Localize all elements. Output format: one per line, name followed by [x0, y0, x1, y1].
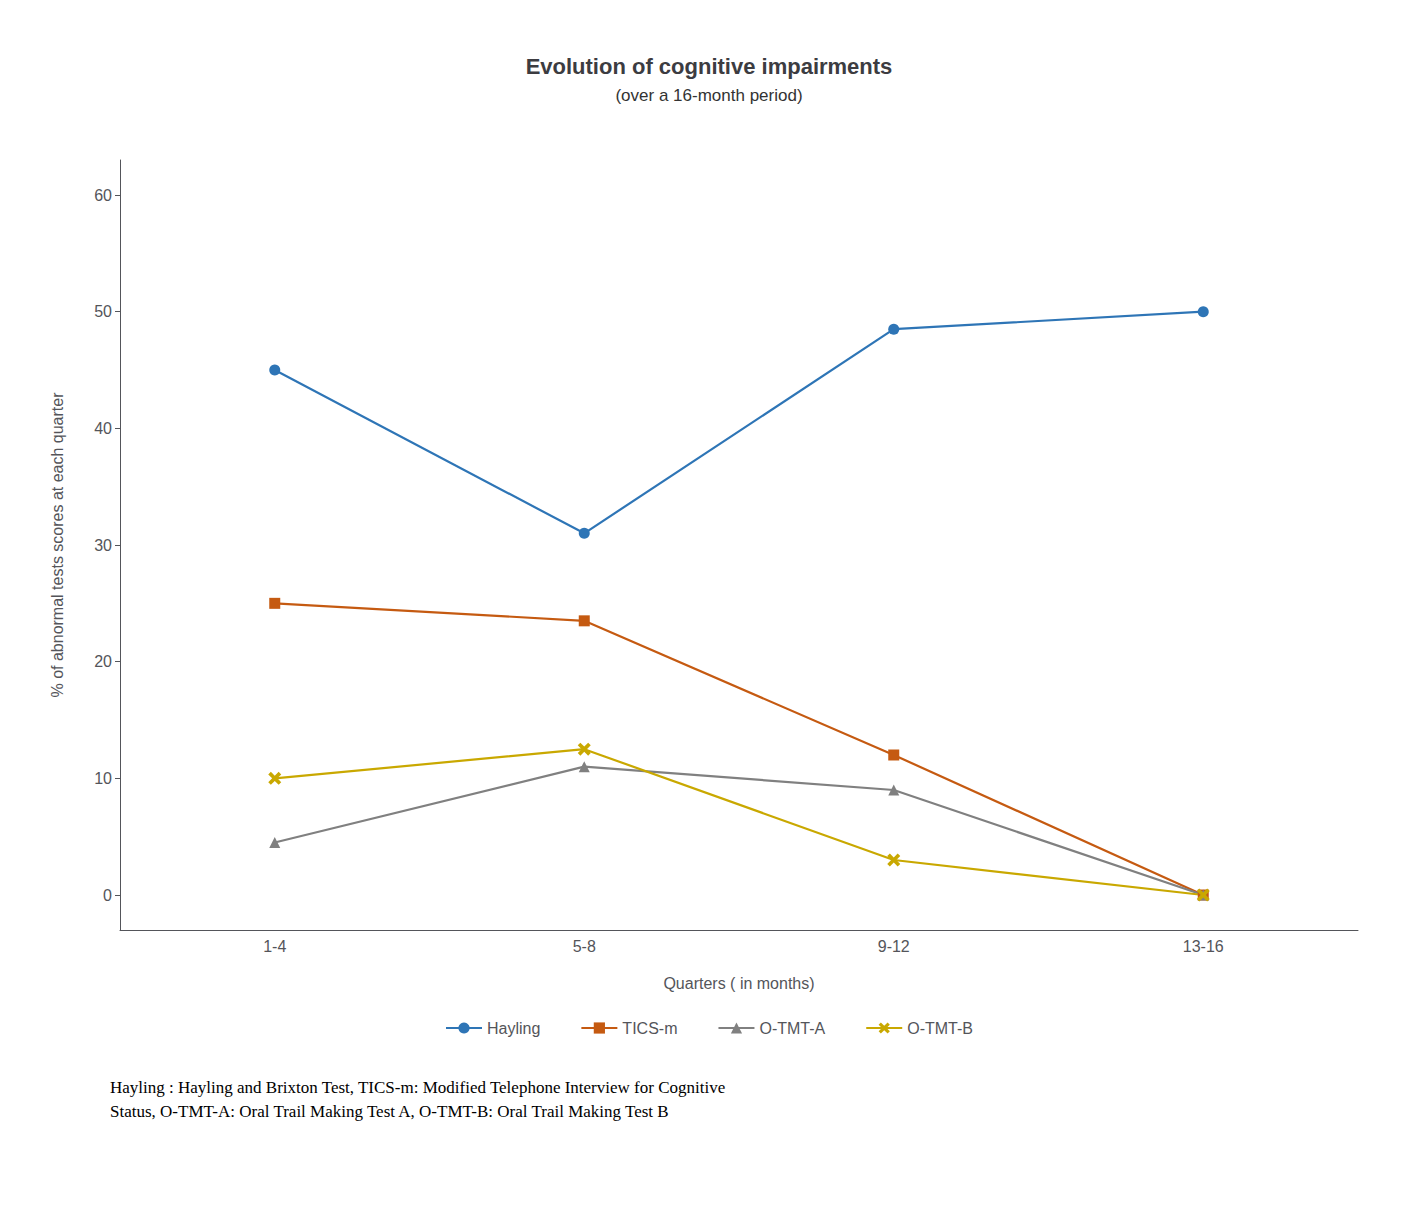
svg-text:Hayling: Hayling: [487, 1020, 540, 1037]
svg-text:Status, O-TMT-A: Oral Trail Ma: Status, O-TMT-A: Oral Trail Making Test …: [110, 1102, 669, 1121]
svg-text:50: 50: [94, 303, 112, 320]
svg-text:O-TMT-A: O-TMT-A: [759, 1020, 825, 1037]
svg-text:1-4: 1-4: [263, 938, 286, 955]
svg-text:Hayling : Hayling and Brixton: Hayling : Hayling and Brixton Test, TICS…: [110, 1078, 725, 1097]
svg-text:5-8: 5-8: [573, 938, 596, 955]
svg-text:Quarters ( in months): Quarters ( in months): [663, 975, 814, 992]
svg-text:0: 0: [103, 887, 112, 904]
svg-text:TICS-m: TICS-m: [622, 1020, 677, 1037]
svg-text:O-TMT-B: O-TMT-B: [907, 1020, 973, 1037]
svg-text:30: 30: [94, 537, 112, 554]
svg-text:13-16: 13-16: [1183, 938, 1224, 955]
svg-text:10: 10: [94, 770, 112, 787]
svg-text:9-12: 9-12: [878, 938, 910, 955]
svg-text:Evolution of cognitive impairm: Evolution of cognitive impairments: [526, 54, 893, 79]
svg-text:(over a 16-month period): (over a 16-month period): [615, 86, 802, 105]
svg-text:60: 60: [94, 187, 112, 204]
svg-text:40: 40: [94, 420, 112, 437]
svg-text:20: 20: [94, 653, 112, 670]
svg-text:% of abnormal tests scores at: % of abnormal tests scores at each quart…: [49, 392, 66, 698]
